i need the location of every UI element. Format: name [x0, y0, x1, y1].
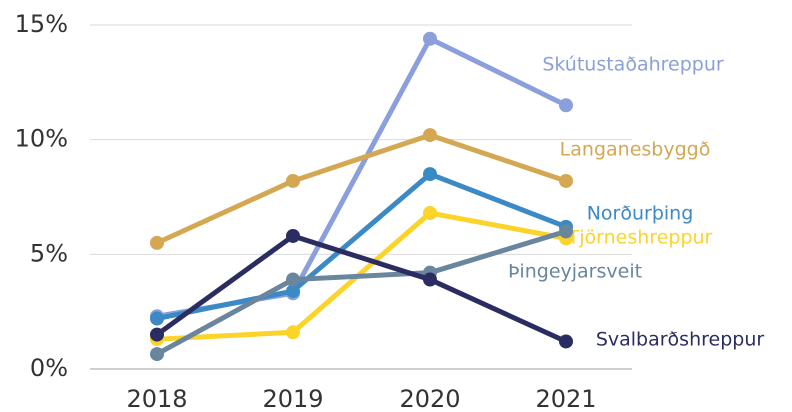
- data-point: [423, 31, 437, 46]
- y-tick-label: 0%: [30, 354, 68, 382]
- data-point: [286, 228, 300, 243]
- data-point: [559, 334, 573, 349]
- data-point: [150, 235, 164, 250]
- data-point: [286, 272, 300, 287]
- data-point: [286, 284, 300, 299]
- data-point: [286, 325, 300, 340]
- data-point: [423, 272, 437, 287]
- series-line: [156, 210, 567, 342]
- y-tick-label: 10%: [15, 125, 68, 153]
- series-label: Norðurþing: [587, 203, 694, 225]
- x-tick-label: 2020: [399, 385, 460, 412]
- series-label: Langanesbyggð: [560, 139, 711, 161]
- data-point: [423, 167, 437, 182]
- x-tick-label: 2019: [262, 385, 323, 412]
- x-tick-label: 2018: [126, 385, 187, 412]
- series-line: [155, 132, 567, 246]
- series-label: Skútustaðahreppur: [542, 54, 724, 76]
- data-point: [423, 128, 437, 143]
- data-point: [559, 98, 573, 113]
- data-point: [559, 173, 573, 188]
- data-point: [150, 327, 164, 342]
- series-label: Svalbarðshreppur: [596, 329, 765, 351]
- series-label: Tjörneshreppur: [567, 227, 713, 249]
- data-point: [423, 206, 437, 221]
- data-point: [559, 224, 573, 239]
- data-point: [150, 311, 164, 326]
- y-tick-label: 15%: [15, 10, 68, 38]
- data-point: [286, 173, 300, 188]
- series-line: [155, 229, 567, 357]
- x-tick-label: 2021: [535, 385, 596, 412]
- series-line: [155, 233, 568, 344]
- series-label: Þingeyjarsveit: [508, 261, 642, 283]
- data-point: [150, 347, 164, 362]
- y-tick-label: 5%: [30, 239, 68, 267]
- series-line: [156, 171, 567, 321]
